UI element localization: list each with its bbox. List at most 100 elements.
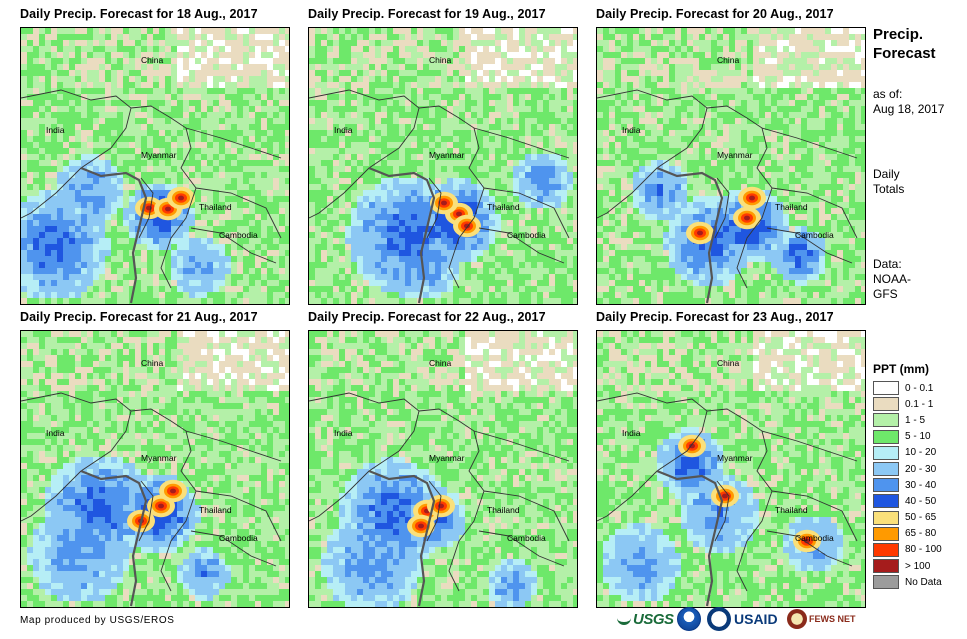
precip-cell bbox=[369, 34, 375, 40]
precip-cell bbox=[657, 100, 663, 106]
precip-cell bbox=[447, 292, 453, 298]
precip-cell bbox=[27, 238, 33, 244]
precip-cell bbox=[483, 190, 489, 196]
precip-cell bbox=[573, 142, 577, 148]
precip-cell bbox=[609, 238, 615, 244]
precip-cell bbox=[819, 40, 825, 46]
precip-cell bbox=[63, 343, 69, 349]
precip-cell bbox=[573, 232, 577, 238]
precip-cell bbox=[567, 82, 573, 88]
precip-cell bbox=[195, 256, 201, 262]
precip-cell bbox=[435, 94, 441, 100]
precip-cell bbox=[93, 184, 99, 190]
precip-cell bbox=[21, 298, 27, 304]
precip-cell bbox=[609, 280, 615, 286]
precip-cell bbox=[819, 76, 825, 82]
precip-cell bbox=[639, 208, 645, 214]
precip-cell bbox=[225, 331, 231, 337]
precip-cell bbox=[645, 304, 651, 305]
precip-cell bbox=[27, 46, 33, 52]
precip-cell bbox=[99, 202, 105, 208]
precip-cell bbox=[219, 343, 225, 349]
precip-cell bbox=[171, 232, 177, 238]
precip-cell bbox=[855, 40, 861, 46]
precip-cell bbox=[153, 286, 159, 292]
precip-cell bbox=[651, 196, 657, 202]
precip-cell bbox=[195, 34, 201, 40]
precip-cell bbox=[483, 64, 489, 70]
precip-cell bbox=[729, 250, 735, 256]
precip-cell bbox=[513, 250, 519, 256]
precip-cell bbox=[783, 52, 789, 58]
precip-cell bbox=[705, 118, 711, 124]
precip-cell bbox=[531, 166, 537, 172]
precip-cell bbox=[207, 154, 213, 160]
precip-cell bbox=[333, 190, 339, 196]
precip-cell bbox=[117, 154, 123, 160]
precip-cell bbox=[675, 160, 681, 166]
precip-cell bbox=[225, 178, 231, 184]
precip-cell bbox=[603, 82, 609, 88]
precip-cell bbox=[393, 76, 399, 82]
precip-cell bbox=[681, 196, 687, 202]
precip-cell bbox=[729, 196, 735, 202]
precip-cell bbox=[195, 343, 201, 349]
precip-cell bbox=[171, 274, 177, 280]
precip-cell bbox=[279, 34, 285, 40]
precip-cell bbox=[243, 397, 249, 403]
precip-cell bbox=[453, 250, 459, 256]
precip-cell bbox=[45, 124, 51, 130]
precip-cell bbox=[489, 46, 495, 52]
precip-cell bbox=[825, 64, 831, 70]
precip-cell bbox=[123, 226, 129, 232]
precip-cell bbox=[699, 70, 705, 76]
precip-cell bbox=[279, 250, 285, 256]
precip-cell bbox=[87, 154, 93, 160]
precip-cell bbox=[255, 373, 261, 379]
precip-cell bbox=[99, 349, 105, 355]
precip-cell bbox=[261, 304, 267, 305]
precip-cell bbox=[399, 70, 405, 76]
precip-cell bbox=[99, 154, 105, 160]
precip-cell bbox=[57, 421, 63, 427]
precip-cell bbox=[81, 160, 87, 166]
precip-cell bbox=[165, 70, 171, 76]
precip-cell bbox=[207, 70, 213, 76]
precip-cell bbox=[543, 148, 549, 154]
precip-cell bbox=[717, 154, 723, 160]
precip-cell bbox=[405, 298, 411, 304]
precip-cell bbox=[369, 292, 375, 298]
precip-cell bbox=[375, 226, 381, 232]
precip-cell bbox=[69, 208, 75, 214]
precip-cell bbox=[537, 142, 543, 148]
precip-cell bbox=[27, 190, 33, 196]
precip-cell bbox=[273, 256, 279, 262]
precip-cell bbox=[363, 280, 369, 286]
precip-cell bbox=[693, 82, 699, 88]
precip-cell bbox=[267, 415, 273, 421]
precip-cell bbox=[699, 262, 705, 268]
precip-cell bbox=[555, 76, 561, 82]
precip-cell bbox=[387, 232, 393, 238]
precip-cell bbox=[531, 178, 537, 184]
precip-cell bbox=[159, 397, 165, 403]
precip-cell bbox=[339, 298, 345, 304]
precip-cell bbox=[501, 106, 507, 112]
precip-cell bbox=[735, 244, 741, 250]
precip-cell bbox=[69, 262, 75, 268]
precip-cell bbox=[813, 118, 819, 124]
precip-cell bbox=[717, 238, 723, 244]
precip-cell bbox=[801, 268, 807, 274]
precip-cell bbox=[63, 298, 69, 304]
precip-cell bbox=[459, 250, 465, 256]
precip-cell bbox=[285, 160, 289, 166]
precip-cell bbox=[435, 238, 441, 244]
precip-cell bbox=[645, 70, 651, 76]
precip-cell bbox=[183, 40, 189, 46]
precip-cell bbox=[105, 184, 111, 190]
precip-cell bbox=[333, 208, 339, 214]
precip-cell bbox=[33, 385, 39, 391]
precip-cell bbox=[279, 337, 285, 343]
precip-cell bbox=[639, 46, 645, 52]
precip-cell bbox=[669, 106, 675, 112]
